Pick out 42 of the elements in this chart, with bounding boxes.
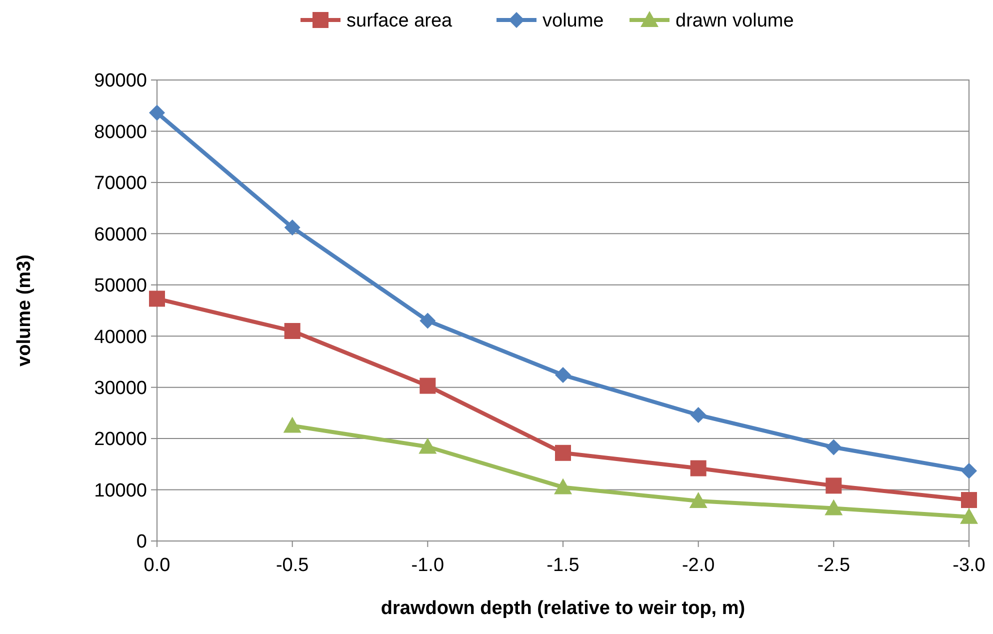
x-tick-label: -1.0: [411, 555, 444, 576]
point: [826, 439, 842, 456]
point: [689, 492, 708, 508]
x-tick-label: -0.5: [276, 555, 309, 576]
y-tick-label: 0: [136, 532, 147, 553]
legend-label: drawn volume: [676, 10, 794, 32]
point: [961, 492, 977, 508]
x-tick-label: -1.5: [546, 555, 580, 576]
point: [420, 378, 436, 394]
legend-label: surface area: [346, 10, 453, 32]
point: [149, 104, 165, 121]
y-tick-label: 50000: [94, 276, 147, 297]
y-tick-label: 60000: [94, 224, 147, 246]
x-axis-title: drawdown depth (relative to weir top, m): [380, 598, 746, 619]
point: [961, 462, 977, 479]
y-tick-label: 70000: [94, 173, 147, 194]
point: [284, 322, 300, 339]
point: [420, 312, 436, 329]
point: [690, 460, 706, 476]
point: [555, 367, 571, 384]
x-tick-label: -2.0: [682, 555, 715, 576]
y-tick-label: 30000: [94, 378, 147, 399]
y-tick-label: 80000: [94, 122, 147, 143]
point: [149, 290, 165, 307]
x-tick-label: 0.0: [144, 555, 170, 576]
point: [690, 406, 706, 423]
y-tick-label: 40000: [94, 326, 147, 348]
x-tick-label: -3.0: [952, 555, 986, 576]
point: [418, 438, 437, 454]
point: [284, 220, 300, 236]
y-tick-label: 20000: [94, 429, 147, 450]
point: [960, 508, 978, 524]
point: [283, 416, 302, 433]
point: [824, 499, 843, 516]
point: [826, 478, 842, 494]
point: [555, 444, 571, 461]
x-tick-label: -2.5: [817, 555, 850, 576]
y-tick-label: 10000: [94, 480, 147, 502]
y-axis-title: volume (m3): [14, 254, 35, 366]
y-tick-label: 90000: [94, 70, 147, 92]
point: [554, 478, 572, 494]
legend-label: volume: [542, 10, 604, 32]
